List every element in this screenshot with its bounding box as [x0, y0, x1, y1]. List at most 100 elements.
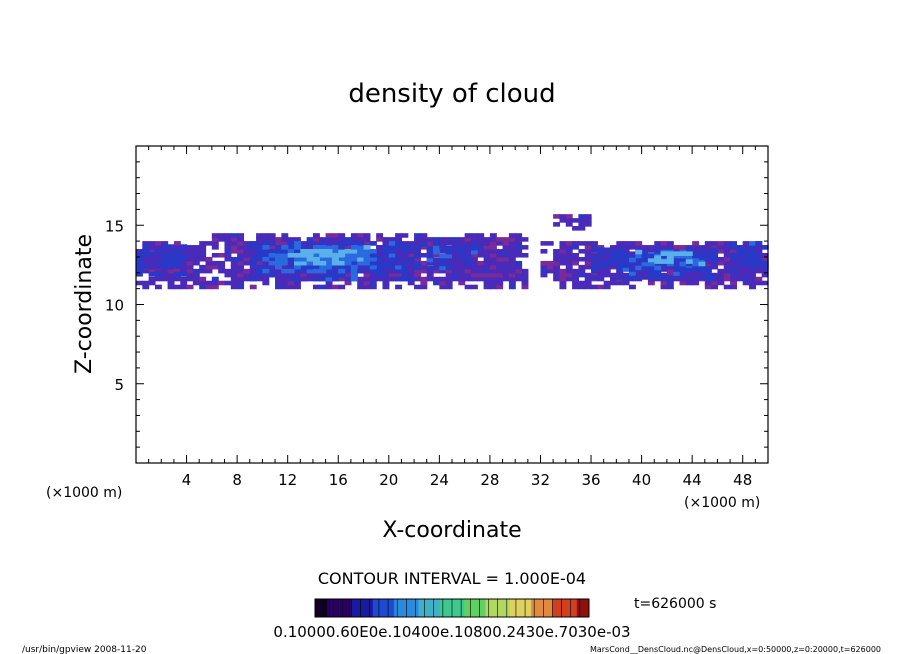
- colorbar-segment: [445, 599, 450, 617]
- colorbar-segment: [351, 599, 355, 617]
- x-tick-label: 12: [278, 471, 297, 489]
- colorbar-segment: [391, 599, 395, 617]
- colorbar-segment: [324, 599, 328, 617]
- y-tick-label: 15: [105, 217, 124, 235]
- colorbar-segment: [485, 599, 489, 617]
- colorbar-segment: [336, 599, 340, 617]
- colorbar-frame: [314, 598, 590, 618]
- colorbar-segment: [452, 599, 456, 617]
- colorbar-segment: [458, 599, 462, 617]
- x-tick-label: 40: [632, 471, 651, 489]
- colorbar-segment: [491, 599, 496, 617]
- colorbar-segment: [366, 599, 371, 617]
- cloud-region-level-4: [287, 249, 352, 266]
- colorbar-segment: [525, 599, 529, 617]
- colorbar-segment: [412, 599, 416, 617]
- colorbar-segment: [372, 599, 377, 617]
- colorbar: [314, 599, 590, 617]
- footer-right: MarsCond__DensCloud.nc@DensCloud,x=0:500…: [590, 645, 881, 654]
- colorbar-segment: [436, 599, 441, 617]
- colorbar-segment: [497, 599, 502, 617]
- colorbar-segment: [345, 599, 349, 617]
- colorbar-segment: [360, 599, 365, 617]
- colorbar-segment: [357, 599, 362, 617]
- colorbar-segment: [327, 599, 331, 617]
- colorbar-segment: [537, 599, 541, 617]
- colorbar-segment: [488, 599, 492, 617]
- colorbar-segment: [403, 599, 407, 617]
- y-axis-label: Z-coordinate: [72, 234, 97, 374]
- colorbar-segment: [552, 599, 556, 617]
- colorbar-segment: [400, 599, 404, 617]
- colorbar-segment: [348, 599, 352, 617]
- cloud-region-level-2: [414, 241, 478, 271]
- colorbar-segment: [442, 599, 447, 617]
- x-tick-label: 44: [683, 471, 702, 489]
- colorbar-segment: [570, 599, 575, 617]
- colorbar-segment: [503, 599, 508, 617]
- colorbar-segment: [585, 599, 590, 617]
- colorbar-segment: [540, 599, 544, 617]
- colorbar-segment: [369, 599, 374, 617]
- colorbar-segment: [482, 599, 486, 617]
- colorbar-segment: [448, 599, 453, 617]
- time-label: t=626000 s: [634, 596, 716, 612]
- x-tick-label: 36: [581, 471, 600, 489]
- colorbar-segment: [381, 599, 386, 617]
- colorbar-segment: [409, 599, 413, 617]
- cloud-region-level-2: [730, 241, 769, 274]
- colorbar-segment: [582, 599, 587, 617]
- colorbar-segment: [549, 599, 553, 617]
- colorbar-segment: [573, 599, 578, 617]
- x-axis-label: X-coordinate: [382, 518, 521, 543]
- plot-frame: [135, 145, 769, 464]
- colorbar-segment: [518, 599, 523, 617]
- colorbar-segment: [418, 599, 422, 617]
- colorbar-segment: [321, 599, 325, 617]
- colorbar-segment: [424, 599, 429, 617]
- colorbar-segment: [564, 599, 569, 617]
- x-tick-label: 32: [531, 471, 550, 489]
- colorbar-segment: [394, 599, 398, 617]
- colorbar-segment: [315, 599, 319, 617]
- colorbar-segment: [576, 599, 581, 617]
- footer-left: /usr/bin/gpview 2008-11-20: [22, 645, 147, 654]
- colorbar-segment: [318, 599, 322, 617]
- colorbar-segment: [555, 599, 559, 617]
- colorbar-segment: [330, 599, 334, 617]
- colorbar-segment: [515, 599, 520, 617]
- colorbar-segment: [579, 599, 584, 617]
- colorbar-segment: [455, 599, 459, 617]
- colorbar-segment: [558, 599, 562, 617]
- colorbar-segment: [534, 599, 538, 617]
- x-tick-label: 20: [379, 471, 398, 489]
- x-tick-label: 4: [182, 471, 192, 489]
- colorbar-segment: [522, 599, 526, 617]
- colorbar-segment: [378, 599, 383, 617]
- x-tick-label: 48: [733, 471, 752, 489]
- colorbar-segment: [427, 599, 432, 617]
- colorbar-segment: [512, 599, 517, 617]
- colorbar-segment: [430, 599, 435, 617]
- colorbar-segment: [406, 599, 410, 617]
- colorbar-segment: [500, 599, 505, 617]
- colorbar-segment: [385, 599, 389, 617]
- cloud-density-field: [136, 214, 769, 290]
- colorbar-segment: [567, 599, 572, 617]
- cloud-region-level-1: [553, 214, 592, 231]
- colorbar-segment: [476, 599, 480, 617]
- colorbar-segment: [528, 599, 532, 617]
- colorbar-segment: [339, 599, 343, 617]
- colorbar-segment: [531, 599, 535, 617]
- colorbar-segment: [333, 599, 337, 617]
- colorbar-segment: [467, 599, 471, 617]
- colorbar-segment: [415, 599, 419, 617]
- colorbar-segment: [479, 599, 483, 617]
- x-tick-label: 28: [480, 471, 499, 489]
- cloud-region-level-4: [654, 251, 693, 264]
- colorbar-labels: 0.10000.60E0e.10400e.10800.2430e.7030e-0…: [273, 623, 630, 641]
- x-tick-label: 16: [329, 471, 348, 489]
- x-unit-label-left: (×1000 m): [46, 485, 122, 501]
- colorbar-segment: [342, 599, 346, 617]
